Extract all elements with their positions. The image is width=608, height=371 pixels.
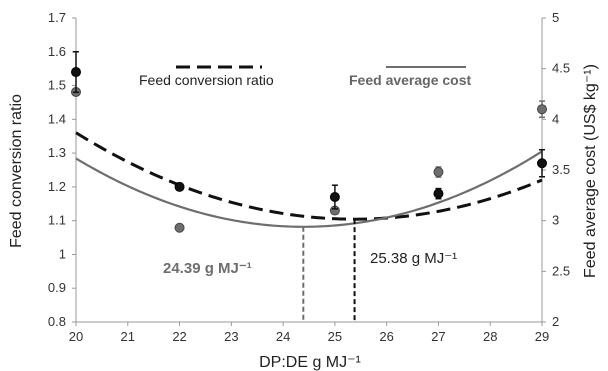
fit-curve-fcr xyxy=(75,131,543,221)
y-left-tick-label: 1.7 xyxy=(48,10,66,25)
y-left-tick-label: 1.2 xyxy=(48,179,66,194)
x-tick-label: 28 xyxy=(483,329,497,344)
x-tick-label: 20 xyxy=(69,329,83,344)
x-tick-label: 22 xyxy=(172,329,186,344)
y-left-tick-label: 1.4 xyxy=(48,111,66,126)
x-tick-label: 29 xyxy=(535,329,549,344)
y-left-tick-label: 1.1 xyxy=(48,213,66,228)
annotation-gray: 24.39 g MJ⁻¹ xyxy=(163,260,252,277)
x-tick-label: 25 xyxy=(328,329,342,344)
y-right-tick-label: 2.5 xyxy=(552,263,570,278)
y-axis-title-right: Feed average cost (US$ kg⁻¹) xyxy=(582,64,599,278)
y-right-tick-label: 2 xyxy=(552,314,559,329)
fit-curves xyxy=(75,131,543,228)
x-tick-label: 21 xyxy=(121,329,135,344)
data-point-fcr xyxy=(537,158,547,169)
annotation-black: 25.38 g MJ⁻¹ xyxy=(370,250,457,267)
y-left-tick-label: 1 xyxy=(59,246,66,261)
y-left-tick-label: 1.6 xyxy=(48,44,66,59)
data-points xyxy=(71,51,547,233)
y-left-tick-label: 1.5 xyxy=(48,78,66,93)
vertical-guides xyxy=(302,219,356,322)
data-point-cost xyxy=(537,104,547,115)
x-tick-label: 27 xyxy=(431,329,445,344)
data-point-fcr xyxy=(329,192,340,203)
x-tick-label: 24 xyxy=(276,329,290,344)
y-left-tick-label: 0.8 xyxy=(48,314,66,329)
y-right-tick-label: 4 xyxy=(552,111,559,126)
legend-label-cost: Feed average cost xyxy=(349,72,472,88)
y-right-tick-label: 3 xyxy=(552,213,559,228)
axes xyxy=(72,17,546,326)
data-point-cost xyxy=(433,167,444,178)
data-point-fcr xyxy=(433,188,444,199)
data-point-fcr xyxy=(174,181,185,192)
y-right-tick-label: 3.5 xyxy=(552,162,570,177)
legend: Feed conversion ratio Feed average cost xyxy=(139,65,472,88)
legend-label-fcr: Feed conversion ratio xyxy=(139,72,274,88)
y-right-tick-label: 4.5 xyxy=(552,61,570,76)
y-axis-title-left: Feed conversion ratio xyxy=(8,94,25,248)
tick-labels: 20 21 22 23 24 25 26 27 28 290.80.911.11.21.31.41… xyxy=(48,10,570,344)
y-right-tick-label: 5 xyxy=(552,10,559,25)
data-point-fcr xyxy=(71,67,81,78)
y-left-tick-label: 0.9 xyxy=(48,280,66,295)
x-tick-label: 23 xyxy=(224,329,238,344)
y-left-tick-label: 1.3 xyxy=(48,145,66,160)
x-axis-title: DP:DE g MJ⁻¹ xyxy=(259,354,361,371)
data-point-cost xyxy=(174,222,185,233)
fit-curve-cost xyxy=(75,150,543,228)
x-tick-label: 26 xyxy=(379,329,393,344)
